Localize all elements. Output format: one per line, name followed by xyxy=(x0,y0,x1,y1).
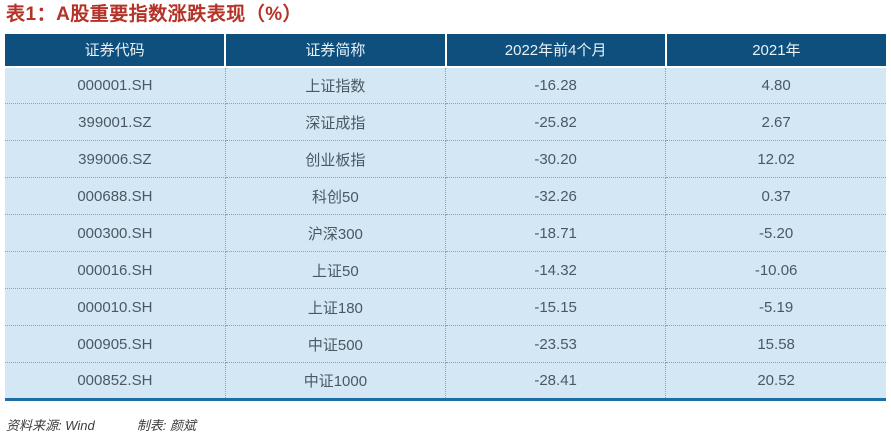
cell-name: 深证成指 xyxy=(225,103,447,142)
cell-2022: -30.20 xyxy=(445,140,667,179)
table-row: 000010.SH 上证180 -15.15 -5.19 xyxy=(5,288,886,327)
column-header-1: 证券简称 xyxy=(225,33,447,68)
table-title: 表1：A股重要指数涨跌表现（%） xyxy=(6,4,303,25)
column-header-2: 2022年前4个月 xyxy=(445,33,667,68)
cell-code: 399001.SZ xyxy=(5,103,226,142)
cell-code: 000010.SH xyxy=(5,288,226,327)
cell-name: 沪深300 xyxy=(225,214,447,253)
cell-2022: -23.53 xyxy=(445,325,667,364)
cell-2021: 4.80 xyxy=(665,66,886,105)
cell-code: 000300.SH xyxy=(5,214,226,253)
table-row: 000852.SH 中证1000 -28.41 20.52 xyxy=(5,362,886,400)
cell-2021: -10.06 xyxy=(665,251,886,290)
cell-2022: -32.26 xyxy=(445,177,667,216)
cell-name: 科创50 xyxy=(225,177,447,216)
cell-name: 中证1000 xyxy=(225,362,447,400)
table-row: 000300.SH 沪深300 -18.71 -5.20 xyxy=(5,214,886,253)
cell-2021: -5.20 xyxy=(665,214,886,253)
table-header-row: 证券代码 证券简称 2022年前4个月 2021年 xyxy=(5,33,886,68)
table-row: 000001.SH 上证指数 -16.28 4.80 xyxy=(5,66,886,105)
table-footnote: 资料来源: Wind 制表: 颜斌 xyxy=(6,415,886,434)
cell-name: 上证指数 xyxy=(225,66,447,105)
cell-2021: 12.02 xyxy=(665,140,886,179)
table-row: 000688.SH 科创50 -32.26 0.37 xyxy=(5,177,886,216)
cell-2022: -18.71 xyxy=(445,214,667,253)
table-row: 399006.SZ 创业板指 -30.20 12.02 xyxy=(5,140,886,179)
cell-2022: -15.15 xyxy=(445,288,667,327)
cell-code: 000905.SH xyxy=(5,325,226,364)
cell-name: 创业板指 xyxy=(225,140,447,179)
cell-2021: 2.67 xyxy=(665,103,886,142)
cell-code: 000852.SH xyxy=(5,362,226,400)
cell-2022: -28.41 xyxy=(445,362,667,400)
cell-code: 399006.SZ xyxy=(5,140,226,179)
author-label: 制表: 颜斌 xyxy=(136,418,196,434)
index-performance-table: 证券代码 证券简称 2022年前4个月 2021年 000001.SH 上证指数 -16.… xyxy=(5,33,886,402)
cell-2021: 0.37 xyxy=(665,177,886,216)
cell-2022: -25.82 xyxy=(445,103,667,142)
source-label: 资料来源: Wind xyxy=(6,418,95,434)
table-row: 000905.SH 中证500 -23.53 15.58 xyxy=(5,325,886,364)
cell-code: 000016.SH xyxy=(5,251,226,290)
table-body: 000001.SH 上证指数 -16.28 4.80 399001.SZ 深证成指 -25.… xyxy=(5,66,886,400)
cell-name: 上证180 xyxy=(225,288,447,327)
cell-2021: 20.52 xyxy=(665,362,886,400)
page: 表1：A股重要指数涨跌表现（%） 证券代码 证券简称 2022年前4个月 2021年 … xyxy=(5,4,886,434)
column-header-0: 证券代码 xyxy=(5,33,227,68)
cell-code: 000688.SH xyxy=(5,177,226,216)
cell-2021: -5.19 xyxy=(665,288,886,327)
cell-name: 上证50 xyxy=(225,251,447,290)
cell-2022: -14.32 xyxy=(445,251,667,290)
table-row: 000016.SH 上证50 -14.32 -10.06 xyxy=(5,251,886,290)
column-header-3: 2021年 xyxy=(665,33,886,68)
cell-code: 000001.SH xyxy=(5,66,226,105)
cell-2021: 15.58 xyxy=(665,325,886,364)
cell-2022: -16.28 xyxy=(445,66,667,105)
table-header: 证券代码 证券简称 2022年前4个月 2021年 xyxy=(5,33,886,68)
table-row: 399001.SZ 深证成指 -25.82 2.67 xyxy=(5,103,886,142)
cell-name: 中证500 xyxy=(225,325,447,364)
